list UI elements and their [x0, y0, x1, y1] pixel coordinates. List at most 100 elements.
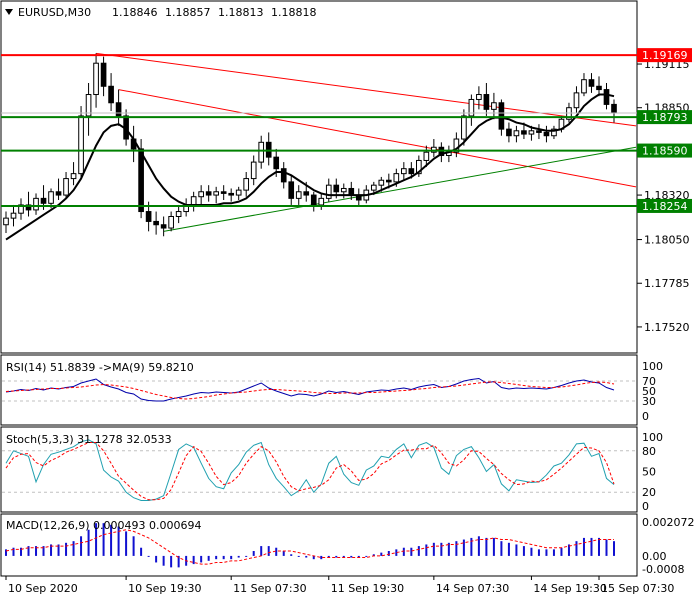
rsi-layer [2, 377, 636, 402]
candle-body [603, 89, 610, 105]
candle-body [303, 191, 310, 196]
candle-body [551, 128, 557, 137]
candle-body [476, 94, 482, 100]
candle-body [340, 187, 347, 193]
candle-body [536, 130, 542, 133]
candle-body [611, 103, 617, 114]
candle-body [573, 92, 580, 109]
candle-body [145, 211, 152, 222]
candle-body [78, 115, 84, 175]
candle-body [506, 128, 512, 137]
rsi-level-label: 70 [642, 375, 656, 388]
price-tick-label: 1.18320 [644, 189, 690, 202]
candle-body [588, 79, 595, 87]
macd-histogram-bar [545, 549, 548, 556]
macd-histogram-bar [87, 529, 90, 556]
main-panel-frame [0, 0, 638, 354]
time-tick-label: 14 Sep 07:30 [436, 582, 509, 595]
macd-histogram-bar [140, 547, 143, 556]
macd-histogram-bar [350, 555, 353, 558]
candle-body [370, 184, 377, 191]
macd-histogram-bar [470, 537, 473, 556]
candle-body [273, 156, 280, 170]
candle-body [491, 102, 497, 110]
candle-body [228, 192, 235, 196]
rsi-panel-frame [0, 354, 638, 426]
axis-labels-layer: 1.191151.188501.183201.180501.177851.175… [5, 48, 695, 595]
level-label-box [637, 48, 692, 63]
macd-histogram-bar [230, 555, 233, 560]
macd-histogram-bar [515, 544, 518, 556]
macd-histogram-bar [200, 555, 203, 563]
candle-body [325, 184, 332, 199]
candle-body [198, 191, 204, 198]
macd-histogram-bar [95, 523, 98, 556]
macd-histogram-bar [215, 555, 218, 560]
ohlc-low: 1.18813 [218, 6, 264, 19]
rsi-label: RSI(14) 51.8839 ->MA(9) 59.8210 [6, 361, 194, 374]
rsi-level-label: 30 [642, 395, 656, 408]
symbol-label: EURUSD,M30 [18, 6, 91, 19]
candle-body [378, 179, 385, 186]
macd-level-label: 0.00 [642, 550, 667, 563]
stoch-level-label: 80 [642, 445, 656, 458]
candle-body [258, 141, 265, 163]
candle-body [93, 62, 99, 96]
macd-histogram-bar [613, 541, 615, 556]
macd-histogram-bar [312, 555, 315, 560]
price-tick-label: 1.17785 [644, 277, 690, 290]
macd-histogram-bar [147, 555, 150, 557]
candle-body [461, 115, 467, 140]
macd-panel-frame [0, 513, 638, 577]
macd-histogram-bar [380, 552, 383, 556]
macd-histogram-bar [192, 555, 195, 565]
candle-body [70, 173, 77, 180]
moving-average-line [5, 93, 615, 241]
stoch-level-label: 50 [642, 466, 656, 479]
stoch-layer [2, 439, 636, 501]
candle-body [190, 196, 197, 206]
macd-histogram-bar [132, 536, 135, 556]
collapse-triangle-icon[interactable] [5, 9, 13, 15]
ohlc-high: 1.18857 [165, 6, 211, 19]
candle-body [55, 191, 62, 196]
macd-histogram-bar [50, 544, 53, 556]
macd-level-label: -0.0008 [642, 563, 684, 576]
rsi-level-label: 50 [642, 385, 656, 398]
time-tick-label: 14 Sep 19:30 [533, 582, 606, 595]
macd-histogram-bar [342, 555, 345, 558]
time-tick-label: 10 Sep 19:30 [128, 582, 201, 595]
rsi-level-label: 0 [642, 410, 649, 423]
candle-body [385, 179, 392, 183]
macd-histogram-bar [35, 546, 38, 556]
time-tick-label: 10 Sep 2020 [8, 582, 78, 595]
candle-body [416, 159, 422, 175]
macd-histogram-bar [387, 550, 390, 556]
rsi-level-label: 100 [642, 360, 663, 373]
level-label-box [637, 143, 692, 158]
candle-body [3, 217, 9, 226]
stoch-level-label: 100 [642, 431, 663, 444]
macd-label: MACD(12,26,9) 0.000493 0.000694 [6, 519, 202, 532]
candle-body [581, 79, 587, 94]
ohlc-close: 1.18818 [271, 6, 317, 19]
macd-histogram-bar [305, 555, 308, 558]
macd-histogram-bar [402, 547, 405, 556]
stoch-panel-frame [0, 426, 638, 513]
macd-histogram-bar [417, 546, 420, 556]
candle-body [243, 178, 250, 191]
macd-level-label: 0.002072 [642, 516, 695, 529]
candle-body [280, 168, 287, 183]
candle-body [295, 191, 302, 199]
time-tick-label: 11 Sep 19:30 [331, 582, 404, 595]
main-price-layer [1, 52, 637, 241]
candle-body [235, 189, 242, 196]
macd-histogram-bar [425, 544, 428, 556]
time-tick-label: 15 Sep 07:30 [601, 582, 674, 595]
macd-histogram-bar [72, 541, 75, 556]
candle-body [528, 130, 535, 135]
stoch-d-line [5, 442, 615, 501]
macd-histogram-bar [605, 539, 608, 556]
level-label: 1.18254 [642, 200, 688, 213]
